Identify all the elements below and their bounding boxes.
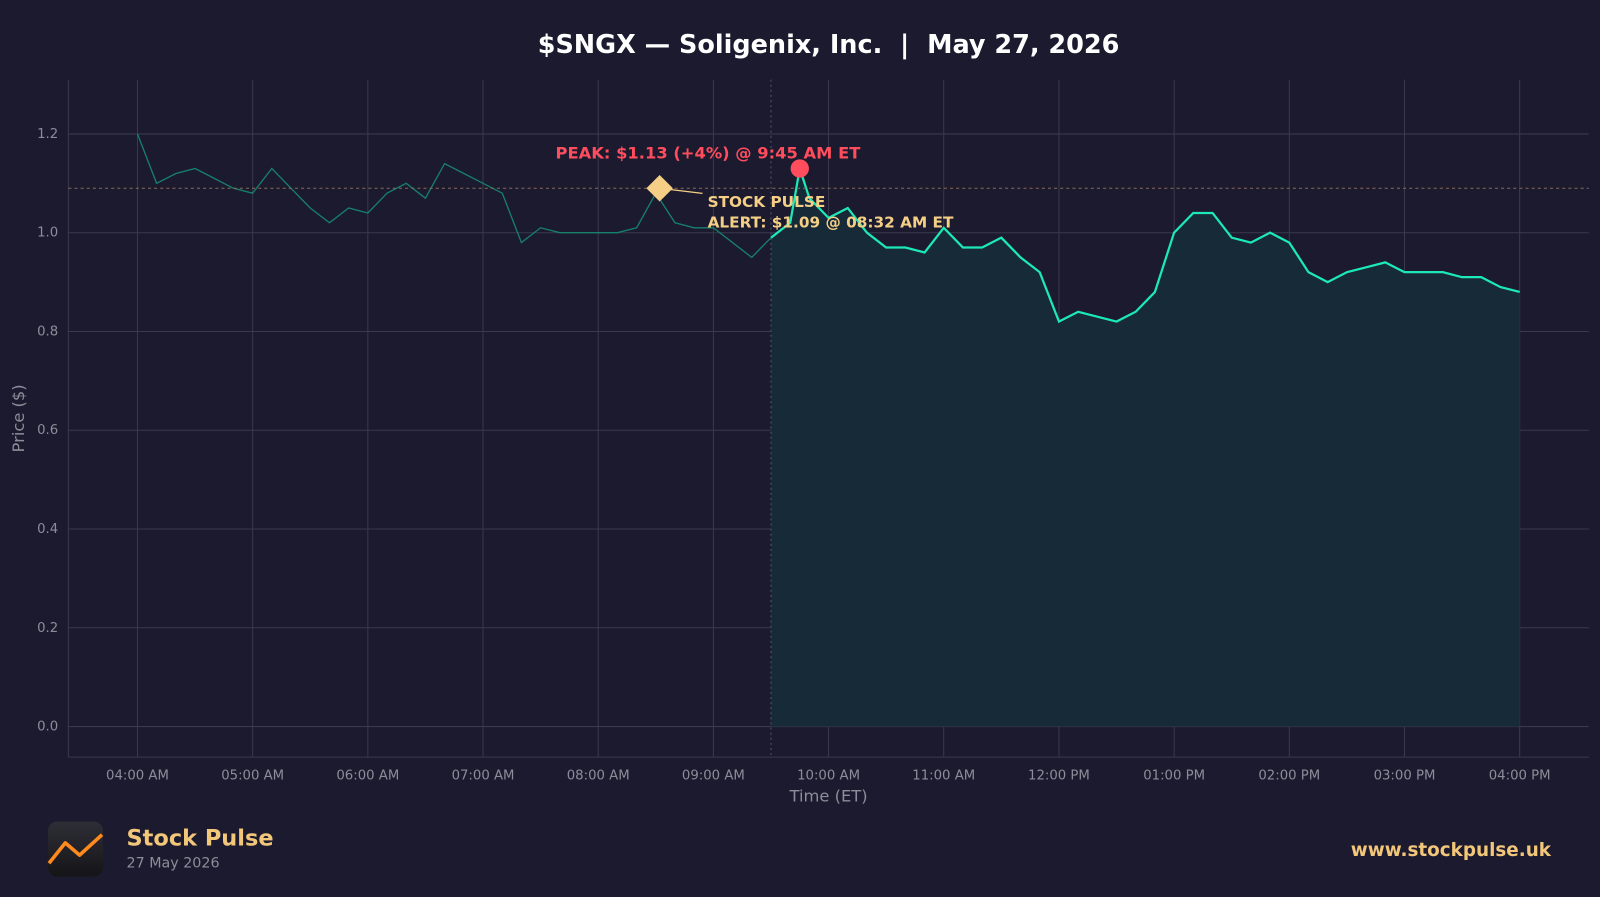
x-tick-label: 11:00 AM (912, 769, 975, 784)
x-tick-label: 06:00 AM (336, 769, 399, 784)
y-tick-label: 0.0 (37, 720, 58, 735)
pre-market-line (136, 133, 772, 259)
price-line (770, 168, 1520, 324)
y-tick-label: 1.0 (37, 226, 58, 241)
x-tick-label: 04:00 PM (1489, 769, 1551, 784)
session-area (771, 168, 1520, 727)
y-tick-label: 1.2 (37, 127, 58, 142)
x-tick-label: 09:00 AM (682, 769, 745, 784)
x-tick-label: 03:00 PM (1374, 769, 1436, 784)
alert-label: ALERT: $1.09 @ 08:32 AM ET (708, 213, 954, 231)
y-tick-label: 0.6 (37, 423, 58, 438)
x-tick-label: 04:00 AM (106, 769, 169, 784)
y-tick-label: 0.8 (37, 324, 58, 339)
peak-marker (790, 159, 809, 178)
x-tick-label: 12:00 PM (1028, 769, 1090, 784)
footer-date: 27 May 2026 (127, 855, 220, 871)
x-tick-label: 10:00 AM (797, 769, 860, 784)
logo (47, 821, 104, 877)
website: www.stockpulse.uk (1351, 840, 1552, 861)
chart-title: $SNGX — Soligenix, Inc. | May 27, 2026 (538, 30, 1120, 60)
y-tick-label: 0.2 (37, 621, 58, 636)
y-tick-label: 0.4 (37, 522, 58, 537)
x-tick-label: 01:00 PM (1143, 769, 1205, 784)
y-axis-label: Price ($) (9, 384, 28, 452)
x-tick-label: 07:00 AM (452, 769, 515, 784)
alert-label: STOCK PULSE (708, 193, 826, 211)
peak-label: PEAK: $1.13 (+4%) @ 9:45 AM ET (556, 144, 862, 163)
x-tick-label: 05:00 AM (221, 769, 284, 784)
x-tick-label: 02:00 PM (1258, 769, 1320, 784)
x-axis-label: Time (ET) (789, 786, 868, 805)
logo-icon (47, 833, 104, 865)
x-tick-label: 08:00 AM (567, 769, 630, 784)
brand-name: Stock Pulse (127, 825, 274, 851)
